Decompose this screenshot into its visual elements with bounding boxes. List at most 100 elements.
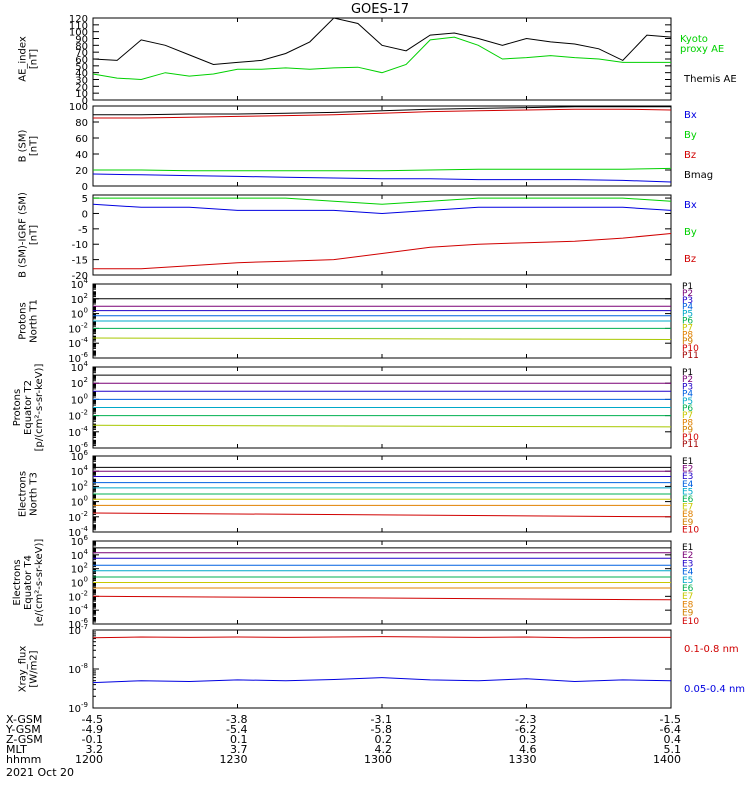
footer-value: -3.1 (371, 713, 392, 726)
y-tick-label: 10-7 (68, 623, 88, 637)
legend-e3: E3 (682, 472, 693, 482)
legend-p1: P1 (682, 368, 693, 378)
y-tick-label: 102 (71, 376, 88, 390)
y-tick-label: 10-2 (68, 321, 88, 335)
y-axis-label: Electrons (18, 471, 29, 517)
y-tick-label: 104 (71, 277, 89, 291)
series-themis-ae (92, 17, 672, 66)
y-tick-label: 0 (82, 182, 88, 193)
y-axis-label: [nT] (29, 136, 40, 156)
y-tick-label: 80 (75, 118, 88, 129)
x-axis-footer: X-GSM -4.5 -3.8 -3.1 -2.3 -1.5 Y-GSM -4.9 -5.4 -5… (5, 713, 681, 779)
y-tick-label: 102 (71, 479, 88, 493)
legend-e1: E1 (682, 543, 693, 553)
footer-value: -0.1 (82, 733, 103, 746)
footer-row-label: X-GSM (6, 713, 42, 726)
series-bz (93, 233, 672, 270)
y-tick-label: 10-6 (68, 617, 88, 631)
panel-frame (92, 17, 672, 101)
y-axis-label: Protons (12, 389, 23, 426)
y-tick-label: 10-2 (68, 510, 88, 524)
footer-value: -5.8 (371, 723, 392, 736)
y-tick-label: 120 (69, 14, 88, 25)
y-tick-label: 102 (71, 562, 88, 576)
footer-value: 1330 (509, 753, 537, 766)
panel-frame (92, 629, 672, 709)
legend-e5: E5 (682, 576, 693, 586)
legend-p2: P2 (682, 375, 693, 385)
legend-e5: E5 (682, 487, 693, 497)
y-tick-label: 104 (71, 360, 89, 374)
series-bx (92, 173, 672, 183)
y-tick-label: -10 (72, 240, 88, 251)
footer-value: 5.1 (664, 743, 682, 756)
y-tick-label: 10-6 (68, 441, 88, 455)
y-tick-label: 50 (75, 62, 88, 73)
y-tick-label: 100 (71, 576, 88, 590)
y-axis-label: Equator T2 (23, 380, 34, 435)
y-axis-label: AE_index (18, 36, 29, 82)
legend-kyoto: Kyoto (680, 34, 708, 45)
panel-frame (92, 105, 672, 187)
y-tick-label: 60 (75, 134, 88, 145)
legend-e3: E3 (682, 559, 693, 569)
y-tick-label: 60 (75, 55, 88, 66)
series-e9 (92, 512, 672, 518)
footer-value: -2.3 (515, 713, 536, 726)
legend-e6: E6 (682, 584, 694, 594)
legend-e2: E2 (682, 551, 693, 561)
legend-e7: E7 (682, 592, 693, 602)
legend-p11: P11 (682, 440, 699, 450)
y-axis-label: Equator T4 (23, 555, 34, 610)
legend-p2: P2 (682, 289, 693, 299)
footer-value: 1400 (653, 753, 681, 766)
footer-row-label: Z-GSM (6, 733, 43, 746)
legend-by: By (684, 130, 697, 141)
y-tick-label: 10-2 (68, 589, 88, 603)
footer-value: -6.4 (660, 723, 681, 736)
y-tick-label: 106 (71, 534, 89, 548)
legend-bmag: Bmag (684, 170, 713, 181)
legend-e10: E10 (682, 617, 699, 627)
legend-by: By (684, 227, 697, 238)
y-tick-label: 40 (75, 69, 88, 80)
footer-value: 0.1 (230, 733, 248, 746)
legend-p7: P7 (682, 411, 693, 421)
y-tick-label: 10-6 (68, 351, 88, 365)
series-kyoto-proxy-ae (92, 36, 671, 81)
panel-xray: 10-9 10-8 10-7 Xray_flux [W/m2] 0.1-0.8 nm 0.0… (18, 623, 746, 715)
y-tick-label: 104 (71, 548, 89, 562)
y-tick-label: 10-4 (68, 525, 88, 539)
y-tick-label: -5 (78, 225, 88, 236)
series-bz (93, 108, 672, 119)
y-tick-label: 80 (75, 41, 88, 52)
legend-e9: E9 (682, 609, 694, 619)
footer-value: -3.8 (226, 713, 247, 726)
footer-value: 3.2 (86, 743, 104, 756)
footer-row-label: hhmm (6, 753, 41, 766)
y-axis-label: North T3 (29, 472, 40, 516)
legend-e8: E8 (682, 600, 694, 610)
footer-value: 0.4 (664, 733, 682, 746)
y-tick-label: 0 (82, 96, 88, 107)
y-axis-label: [nT] (29, 49, 40, 69)
legend-p11: P11 (682, 351, 699, 361)
series-p7 (92, 337, 672, 340)
footer-value: -5.4 (226, 723, 247, 736)
footer-value: 0.2 (375, 733, 393, 746)
legend-p4: P4 (682, 390, 693, 400)
legend-bz: Bz (684, 150, 696, 161)
footer-value: 1230 (220, 753, 248, 766)
legend-e2: E2 (682, 465, 693, 475)
y-tick-label: 0 (82, 209, 88, 220)
legend-p10: P10 (682, 344, 699, 354)
legend-e10: E10 (682, 525, 699, 535)
y-tick-label: 10-4 (68, 603, 88, 617)
footer-value: 0.3 (519, 733, 537, 746)
y-axis-label: [W/m2] (29, 650, 40, 687)
y-tick-label: 10-8 (68, 662, 88, 676)
series-0-1-0-8-nm (92, 636, 671, 639)
legend-xray-short: 0.05-0.4 nm (684, 684, 745, 695)
series-p7 (92, 424, 672, 428)
